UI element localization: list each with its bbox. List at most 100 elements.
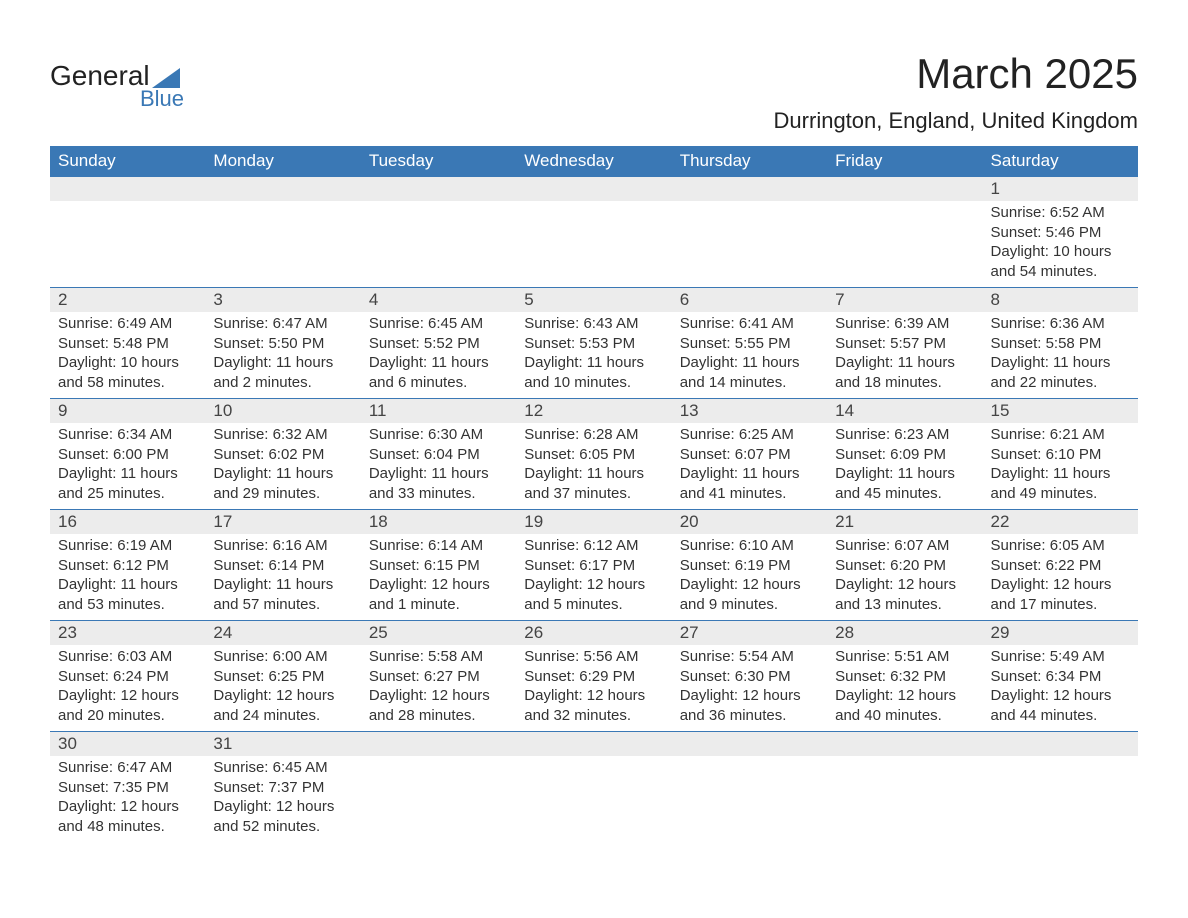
day-cell: 28 [827,621,982,646]
day-number: 21 [827,510,982,534]
day-number: 17 [205,510,360,534]
sunset-text: Sunset: 6:14 PM [213,556,352,576]
sunrise-text: Sunrise: 5:51 AM [835,647,974,667]
day1-text: Daylight: 12 hours [991,686,1130,706]
day-detail-cell: Sunrise: 6:19 AMSunset: 6:12 PMDaylight:… [50,534,205,621]
day2-text: and 41 minutes. [680,484,819,504]
day-number: 30 [50,732,205,756]
sunset-text: Sunset: 5:52 PM [369,334,508,354]
day-number: 29 [983,621,1138,645]
day-number: 6 [672,288,827,312]
day-number: 4 [361,288,516,312]
day1-text: Daylight: 10 hours [58,353,197,373]
day1-text: Daylight: 12 hours [369,686,508,706]
day-cell [827,177,982,202]
day-cell: 24 [205,621,360,646]
sunset-text: Sunset: 6:20 PM [835,556,974,576]
day2-text: and 25 minutes. [58,484,197,504]
day-cell [361,177,516,202]
day2-text: and 32 minutes. [524,706,663,726]
day-detail-cell [983,756,1138,842]
sunset-text: Sunset: 5:53 PM [524,334,663,354]
day1-text: Daylight: 11 hours [369,353,508,373]
day-cell [672,732,827,757]
day1-text: Daylight: 11 hours [680,464,819,484]
day-detail-cell: Sunrise: 5:56 AMSunset: 6:29 PMDaylight:… [516,645,671,732]
day2-text: and 53 minutes. [58,595,197,615]
day2-text: and 20 minutes. [58,706,197,726]
day-detail: Sunrise: 6:19 AMSunset: 6:12 PMDaylight:… [58,536,197,614]
sunrise-text: Sunrise: 6:14 AM [369,536,508,556]
day-detail: Sunrise: 6:23 AMSunset: 6:09 PMDaylight:… [835,425,974,503]
day-cell: 9 [50,399,205,424]
day-detail-cell [827,756,982,842]
day-detail-cell: Sunrise: 6:05 AMSunset: 6:22 PMDaylight:… [983,534,1138,621]
day-detail-cell [672,756,827,842]
day-detail-cell: Sunrise: 6:16 AMSunset: 6:14 PMDaylight:… [205,534,360,621]
daynum-row: 9101112131415 [50,399,1138,424]
day2-text: and 36 minutes. [680,706,819,726]
day-detail-cell [205,201,360,288]
day-detail: Sunrise: 6:10 AMSunset: 6:19 PMDaylight:… [680,536,819,614]
day-cell: 12 [516,399,671,424]
day-number: 2 [50,288,205,312]
day-cell: 3 [205,288,360,313]
day-detail-cell: Sunrise: 6:32 AMSunset: 6:02 PMDaylight:… [205,423,360,510]
day-detail-cell: Sunrise: 6:07 AMSunset: 6:20 PMDaylight:… [827,534,982,621]
day-cell: 16 [50,510,205,535]
day-number: 16 [50,510,205,534]
sunrise-text: Sunrise: 6:12 AM [524,536,663,556]
day1-text: Daylight: 12 hours [991,575,1130,595]
day-number: 24 [205,621,360,645]
sunrise-text: Sunrise: 6:32 AM [213,425,352,445]
sunset-text: Sunset: 6:02 PM [213,445,352,465]
sunrise-text: Sunrise: 6:05 AM [991,536,1130,556]
sunset-text: Sunset: 6:00 PM [58,445,197,465]
day-detail-cell: Sunrise: 6:47 AMSunset: 7:35 PMDaylight:… [50,756,205,842]
day2-text: and 5 minutes. [524,595,663,615]
day-cell: 30 [50,732,205,757]
day2-text: and 9 minutes. [680,595,819,615]
day2-text: and 22 minutes. [991,373,1130,393]
day-number: 1 [983,177,1138,201]
day1-text: Daylight: 11 hours [58,464,197,484]
sunrise-text: Sunrise: 6:10 AM [680,536,819,556]
day-cell: 5 [516,288,671,313]
day-cell: 10 [205,399,360,424]
day-cell: 31 [205,732,360,757]
day-number: 18 [361,510,516,534]
day-number: 3 [205,288,360,312]
day1-text: Daylight: 12 hours [835,686,974,706]
day2-text: and 40 minutes. [835,706,974,726]
sunrise-text: Sunrise: 6:21 AM [991,425,1130,445]
daynum-row: 3031 [50,732,1138,757]
sunset-text: Sunset: 6:17 PM [524,556,663,576]
day-cell: 21 [827,510,982,535]
day-detail: Sunrise: 6:12 AMSunset: 6:17 PMDaylight:… [524,536,663,614]
sunrise-text: Sunrise: 6:34 AM [58,425,197,445]
day-cell: 7 [827,288,982,313]
day-detail-cell: Sunrise: 6:21 AMSunset: 6:10 PMDaylight:… [983,423,1138,510]
day-detail-cell: Sunrise: 6:28 AMSunset: 6:05 PMDaylight:… [516,423,671,510]
day-number: 5 [516,288,671,312]
day-detail-cell [516,201,671,288]
sunrise-text: Sunrise: 5:49 AM [991,647,1130,667]
day-detail-cell: Sunrise: 5:49 AMSunset: 6:34 PMDaylight:… [983,645,1138,732]
detail-row: Sunrise: 6:49 AMSunset: 5:48 PMDaylight:… [50,312,1138,399]
sunrise-text: Sunrise: 6:36 AM [991,314,1130,334]
sunset-text: Sunset: 6:12 PM [58,556,197,576]
day1-text: Daylight: 12 hours [369,575,508,595]
day-cell [361,732,516,757]
day-number: 23 [50,621,205,645]
day-detail: Sunrise: 6:39 AMSunset: 5:57 PMDaylight:… [835,314,974,392]
day-detail-cell: Sunrise: 6:34 AMSunset: 6:00 PMDaylight:… [50,423,205,510]
sunrise-text: Sunrise: 6:47 AM [58,758,197,778]
day2-text: and 33 minutes. [369,484,508,504]
day-detail-cell: Sunrise: 6:52 AMSunset: 5:46 PMDaylight:… [983,201,1138,288]
day1-text: Daylight: 12 hours [213,797,352,817]
day-detail: Sunrise: 6:00 AMSunset: 6:25 PMDaylight:… [213,647,352,725]
day-detail: Sunrise: 6:43 AMSunset: 5:53 PMDaylight:… [524,314,663,392]
detail-row: Sunrise: 6:03 AMSunset: 6:24 PMDaylight:… [50,645,1138,732]
day2-text: and 10 minutes. [524,373,663,393]
day-detail: Sunrise: 6:05 AMSunset: 6:22 PMDaylight:… [991,536,1130,614]
